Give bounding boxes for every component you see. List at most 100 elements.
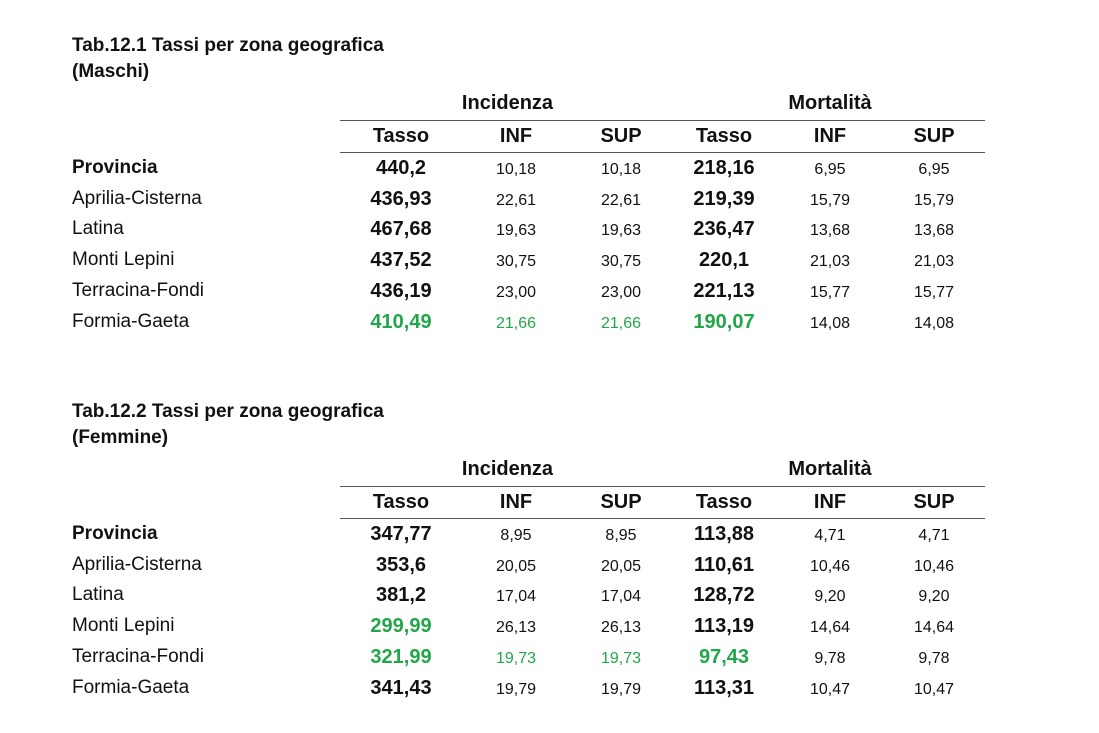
column-header: INF	[813, 491, 847, 513]
tasso-cell: 299,99	[370, 615, 432, 638]
inf-cell: 21,66	[495, 314, 537, 332]
zone-label: Latina	[72, 584, 124, 606]
table-row: Monti Lepini 299,99 26,13 26,13 113,19 14,64 1…	[0, 615, 1099, 645]
sup-cell: 8,95	[605, 527, 637, 544]
zone-label: Provincia	[72, 523, 158, 544]
sup-cell: 19,73	[600, 649, 642, 667]
tasso-cell: 128,72	[693, 584, 755, 607]
inf-cell: 23,00	[495, 283, 537, 301]
column-header: SUP	[600, 125, 642, 147]
zone-label: Terracina-Fondi	[72, 645, 204, 667]
inf-cell: 4,71	[814, 527, 846, 544]
group-header-mortalita: Mortalità	[788, 458, 872, 480]
table-title: Tab.12.1 Tassi per zona geografica (Masch…	[72, 33, 384, 85]
sup-cell: 17,04	[600, 588, 642, 606]
inf-cell: 30,75	[495, 253, 537, 271]
tasso-cell: 97,43	[698, 645, 750, 668]
zone-label: Monti Lepini	[72, 249, 175, 271]
table-row: Latina 467,68 19,63 19,63 236,47 13,68 13,68	[0, 218, 1099, 248]
table-row: Aprilia-Cisterna 436,93 22,61 22,61 219,39 15…	[0, 188, 1099, 218]
tasso-cell: 436,19	[370, 279, 432, 302]
zone-label: Aprilia-Cisterna	[72, 553, 202, 575]
table-row: Terracina-Fondi 321,99 19,73 19,73 97,43 9,78…	[0, 646, 1099, 676]
tasso-cell: 410,49	[370, 310, 432, 333]
table-title-line2: (Femmine)	[72, 427, 169, 448]
inf-cell: 10,46	[809, 557, 851, 575]
sup-cell: 30,75	[600, 253, 642, 271]
inf-cell: 8,95	[500, 527, 532, 544]
column-header: Tasso	[695, 125, 753, 147]
tasso-cell: 218,16	[693, 157, 755, 179]
table-title-line2: (Maschi)	[72, 61, 150, 82]
zone-label: Terracina-Fondi	[72, 279, 204, 301]
inf-cell: 21,03	[809, 253, 851, 271]
tasso-cell: 219,39	[693, 187, 755, 210]
column-header: SUP	[913, 491, 955, 513]
sup-cell: 22,61	[600, 191, 642, 209]
sup-cell: 10,18	[600, 161, 642, 178]
inf-cell: 9,20	[814, 588, 846, 606]
group-rule	[340, 486, 985, 487]
column-header: Tasso	[372, 125, 430, 147]
tasso-cell: 436,93	[370, 187, 432, 210]
tasso-cell: 236,47	[693, 218, 755, 241]
sup-cell: 13,68	[913, 222, 955, 240]
sup-cell: 23,00	[600, 283, 642, 301]
tasso-cell: 440,2	[375, 157, 427, 179]
zone-label: Latina	[72, 218, 124, 240]
inf-cell: 10,18	[495, 161, 537, 178]
sup-cell: 9,78	[918, 649, 950, 667]
tasso-cell: 113,88	[693, 523, 755, 545]
zone-label: Monti Lepini	[72, 615, 175, 637]
column-header: INF	[499, 491, 533, 513]
group-header-incidenza: Incidenza	[461, 458, 554, 480]
zone-label: Aprilia-Cisterna	[72, 187, 202, 209]
inf-cell: 9,78	[814, 649, 846, 667]
tasso-cell: 190,07	[693, 310, 755, 333]
table-title-line1: Tab.12.1 Tassi per zona geografica	[72, 35, 384, 56]
tasso-cell: 347,77	[370, 523, 432, 545]
inf-cell: 19,79	[495, 680, 537, 698]
sup-cell: 26,13	[600, 619, 642, 637]
column-header: INF	[499, 125, 533, 147]
group-rule	[340, 120, 985, 121]
table-row: Provincia 440,2 10,18 10,18 218,16 6,95 6,95	[0, 157, 1099, 187]
zone-label: Formia-Gaeta	[72, 310, 190, 332]
tasso-cell: 437,52	[370, 249, 432, 272]
sup-cell: 14,08	[913, 314, 955, 332]
tasso-cell: 220,1	[698, 249, 750, 272]
inf-cell: 14,08	[809, 314, 851, 332]
table-section-1: Tab.12.1 Tassi per zona geografica (Masch…	[0, 0, 1099, 366]
inf-cell: 13,68	[809, 222, 851, 240]
inf-cell: 26,13	[495, 619, 537, 637]
tasso-cell: 221,13	[693, 279, 755, 302]
sup-cell: 4,71	[918, 527, 950, 544]
column-header: INF	[813, 125, 847, 147]
zone-label: Provincia	[72, 157, 158, 178]
column-header: SUP	[600, 491, 642, 513]
table-row: Formia-Gaeta 410,49 21,66 21,66 190,07 14,08 1…	[0, 311, 1099, 341]
tasso-cell: 353,6	[375, 553, 427, 576]
inf-cell: 20,05	[495, 557, 537, 575]
sup-cell: 6,95	[918, 161, 950, 178]
inf-cell: 15,79	[809, 191, 851, 209]
sup-cell: 14,64	[913, 619, 955, 637]
tasso-cell: 110,61	[693, 553, 755, 576]
sup-cell: 20,05	[600, 557, 642, 575]
tasso-cell: 113,31	[693, 676, 755, 699]
sup-cell: 19,79	[600, 680, 642, 698]
tasso-cell: 113,19	[693, 615, 755, 638]
tasso-cell: 381,2	[375, 584, 427, 607]
inf-cell: 19,73	[495, 649, 537, 667]
zone-label: Formia-Gaeta	[72, 676, 190, 698]
tasso-cell: 467,68	[370, 218, 432, 241]
inf-cell: 17,04	[495, 588, 537, 606]
inf-cell: 15,77	[809, 283, 851, 301]
inf-cell: 22,61	[495, 191, 537, 209]
sup-cell: 9,20	[918, 588, 950, 606]
header-rule	[340, 152, 985, 153]
column-header: Tasso	[695, 491, 753, 513]
table-row: Monti Lepini 437,52 30,75 30,75 220,1 21,03 21…	[0, 249, 1099, 279]
tasso-cell: 321,99	[370, 645, 432, 668]
group-header-mortalita: Mortalità	[788, 92, 872, 114]
